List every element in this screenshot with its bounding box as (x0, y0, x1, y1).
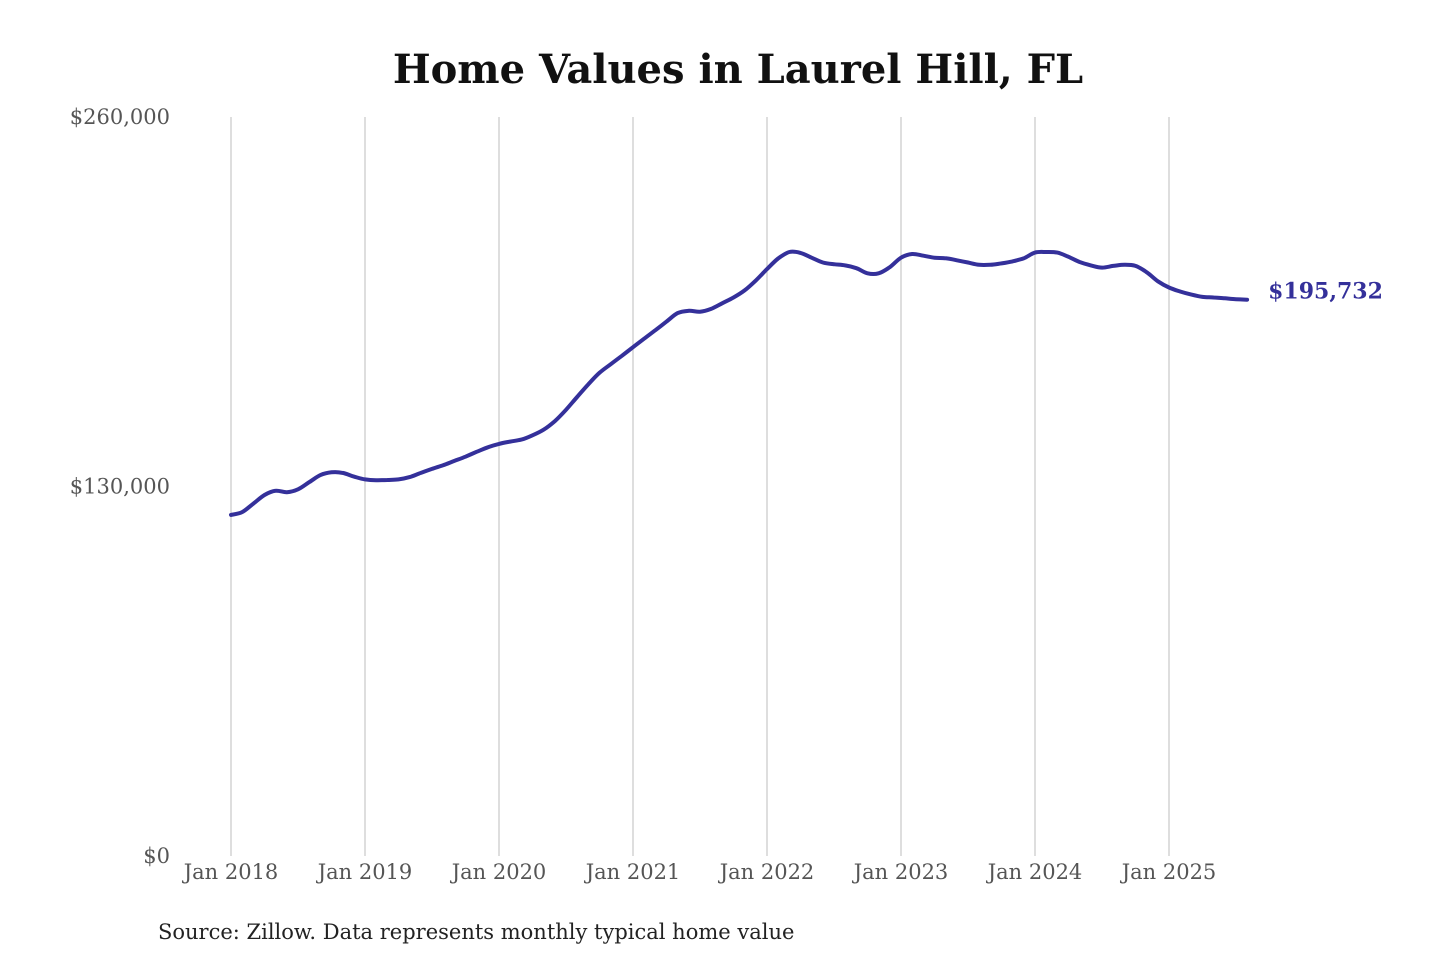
y-tick-label: $130,000 (70, 475, 170, 499)
x-tick-label: Jan 2024 (986, 860, 1083, 884)
x-tick-label: Jan 2025 (1120, 860, 1217, 884)
chart-title: Home Values in Laurel Hill, FL (393, 46, 1083, 93)
x-tick-label: Jan 2020 (450, 860, 547, 884)
vertical-gridlines (230, 117, 1170, 856)
x-tick-label: Jan 2022 (718, 860, 815, 884)
x-tick-label: Jan 2021 (584, 860, 681, 884)
x-axis-tick-labels: Jan 2018 Jan 2019 Jan 2020 Jan 2021 Jan 2022… (182, 860, 1217, 884)
x-tick-label: Jan 2018 (182, 860, 279, 884)
x-tick-label: Jan 2019 (316, 860, 413, 884)
y-axis-tick-labels: $0 $130,000 $260,000 (70, 105, 170, 868)
series-line-0 (229, 249, 1250, 517)
series-group: $195,732 (229, 249, 1383, 517)
end-value-label: $195,732 (1268, 279, 1383, 305)
y-tick-label: $260,000 (70, 105, 170, 129)
source-note: Source: Zillow. Data represents monthly … (158, 920, 794, 944)
x-tick-label: Jan 2023 (852, 860, 949, 884)
y-tick-label: $0 (143, 844, 170, 868)
